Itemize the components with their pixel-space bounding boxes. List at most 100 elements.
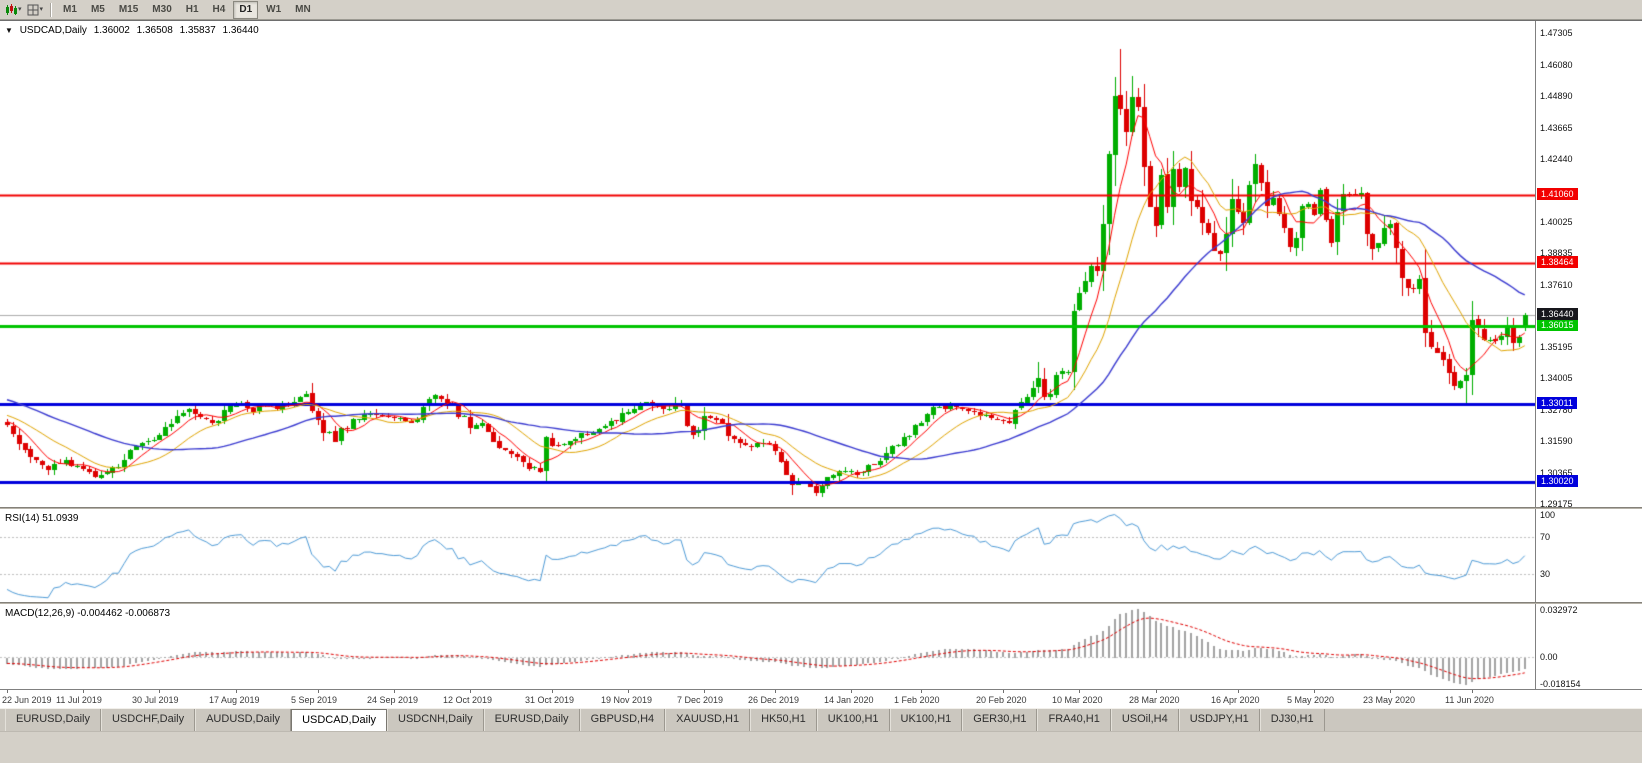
time-axis-tick [1472,690,1473,693]
date-label: 5 Sep 2019 [291,695,338,705]
timeframe-button-m30[interactable]: M30 [152,3,172,15]
candlestick-chart-icon [5,3,17,16]
one-click-trading-arrow-icon[interactable]: ▼ [5,26,13,35]
toolbar-separator [50,2,53,17]
timeframe-button-m5[interactable]: M5 [90,3,105,15]
time-axis-tick [921,690,922,693]
chart-tab-uk100-h1[interactable]: UK100,H1 [889,709,963,731]
rsi-axis[interactable]: 100 70 30 [1535,509,1642,602]
chart-tab-usdchf-daily[interactable]: USDCHF,Daily [100,709,196,731]
date-label: 31 Oct 2019 [525,695,575,705]
chart-tab-ger30-h1[interactable]: GER30,H1 [962,709,1038,731]
price-tick: 1.37610 [1540,279,1573,290]
macd-label: MACD(12,26,9) -0.004462 -0.006873 [5,608,171,619]
chevron-down-icon: ▾ [18,6,22,13]
time-axis[interactable]: 22 Jun 2019 11 Jul 2019 30 Jul 2019 17 Aug … [0,689,1642,710]
date-label: 22 Jun 2019 [2,695,52,705]
pane-resize-handle[interactable] [0,602,1642,605]
macd-indicator-pane: MACD(12,26,9) -0.004462 -0.006873 0.0329… [0,604,1642,689]
date-label: 11 Jun 2020 [1445,695,1494,705]
timeframe-button-w1[interactable]: W1 [266,3,282,15]
candlestick-chart-button[interactable]: ▾ [3,1,24,18]
timeframe-button-m1[interactable]: M1 [63,3,77,15]
chart-tab-uk100-h1[interactable]: UK100,H1 [816,709,890,731]
chart-tab-eurusd-daily[interactable]: EURUSD,Daily [5,709,101,731]
macd-axis-label: 0.032972 [1540,605,1578,615]
chart-tab-usdcnh-daily[interactable]: USDCNH,Daily [387,709,484,731]
timeframe-button-d1[interactable]: D1 [233,0,259,19]
rsi-level-label: 30 [1540,569,1551,580]
time-axis-tick [1238,690,1239,693]
date-label: 10 Mar 2020 [1052,695,1103,705]
macd-axis-label: -0.018154 [1540,679,1581,689]
chart-tab-usoil-h4[interactable]: USOil,H4 [1110,709,1179,731]
timeframe-button-m15[interactable]: M15 [118,3,139,15]
price-tick: 1.40025 [1540,217,1573,228]
timeframe-button-mn[interactable]: MN [295,3,311,15]
rsi-level-label: 70 [1540,531,1551,542]
time-axis-tick [7,690,8,693]
date-label: 17 Aug 2019 [209,695,260,705]
chart-window: ▼ USDCAD,Daily 1.36002 1.36508 1.35837 1… [0,20,1642,710]
chart-tab-eurusd-daily[interactable]: EURUSD,Daily [483,709,580,731]
rsi-label: RSI(14) 51.0939 [5,513,79,524]
macd-axis[interactable]: 0.032972 0.00 -0.018154 [1535,604,1642,689]
price-chart-canvas[interactable] [0,21,1536,507]
price-tick: 1.46080 [1540,59,1573,70]
date-label: 11 Jul 2019 [56,695,102,705]
price-axis[interactable]: 1.47305 1.46080 1.44890 1.43665 1.42440 1.400… [1535,21,1642,509]
current-price-badge: 1.36440 [1537,308,1578,321]
ohlc-open: 1.36002 [93,25,130,36]
level-price-badge: 1.38464 [1537,255,1578,268]
time-axis-tick [775,690,776,693]
price-tick: 1.42440 [1540,154,1573,165]
level-price-badge: 1.30020 [1537,474,1578,487]
price-tick: 1.47305 [1540,28,1573,39]
time-axis-tick [159,690,160,693]
date-label: 19 Nov 2019 [601,695,653,705]
chart-symbol-label: USDCAD,Daily [19,25,87,36]
price-tick: 1.43665 [1540,122,1573,133]
time-axis-tick [394,690,395,693]
date-label: 1 Feb 2020 [894,695,940,705]
date-label: 20 Feb 2020 [976,695,1027,705]
price-tick: 1.32780 [1540,405,1573,416]
chart-tab-usdjpy-h1[interactable]: USDJPY,H1 [1178,709,1260,731]
date-label: 16 Apr 2020 [1211,695,1260,705]
time-axis-tick [704,690,705,693]
time-axis-tick [1314,690,1315,693]
chart-tab-audusd-daily[interactable]: AUDUSD,Daily [195,709,292,731]
timeframe-button-h1[interactable]: H1 [185,3,199,15]
date-label: 12 Oct 2019 [443,695,493,705]
chart-tab-dj30-h1[interactable]: DJ30,H1 [1259,709,1325,731]
level-price-badge: 1.33011 [1537,397,1577,410]
time-axis-tick [83,690,84,693]
timeframe-button-group: M1 M5 M15 M30 H1 H4 D1 W1 MN [56,0,318,19]
price-tick: 1.35195 [1540,342,1573,353]
chart-grid-button[interactable]: ▾ [25,1,46,18]
toolbar-icon-buttons: ▾ ▾ [3,1,46,18]
ohlc-high: 1.36508 [136,25,173,36]
chart-tab-hk50-h1[interactable]: HK50,H1 [750,709,817,731]
time-axis-tick [628,690,629,693]
chart-tab-fra40-h1[interactable]: FRA40,H1 [1037,709,1111,731]
rsi-indicator-pane: RSI(14) 51.0939 100 70 30 [0,509,1642,602]
chart-tab-gbpusd-h4[interactable]: GBPUSD,H4 [579,709,666,731]
chart-tab-usdcad-daily[interactable]: USDCAD,Daily [291,709,388,731]
ohlc-low: 1.35837 [179,25,216,36]
chart-tabs-bar: EURUSD,Daily USDCHF,Daily AUDUSD,Daily USDC… [0,708,1642,731]
date-label: 7 Dec 2019 [677,695,724,705]
date-label: 30 Jul 2019 [132,695,179,705]
macd-canvas[interactable] [0,604,1536,689]
time-axis-tick [318,690,319,693]
pane-resize-handle[interactable] [0,507,1642,510]
timeframe-button-h4[interactable]: H4 [212,3,226,15]
time-axis-tick [1079,690,1080,693]
time-axis-tick [1156,690,1157,693]
chart-tab-xauusd-h1[interactable]: XAUUSD,H1 [665,709,751,731]
time-axis-tick [236,690,237,693]
level-price-badge: 1.41060 [1537,188,1578,201]
rsi-level-label: 100 [1540,510,1556,520]
price-chart-pane: ▼ USDCAD,Daily 1.36002 1.36508 1.35837 1… [0,21,1642,509]
rsi-canvas[interactable] [0,509,1536,602]
